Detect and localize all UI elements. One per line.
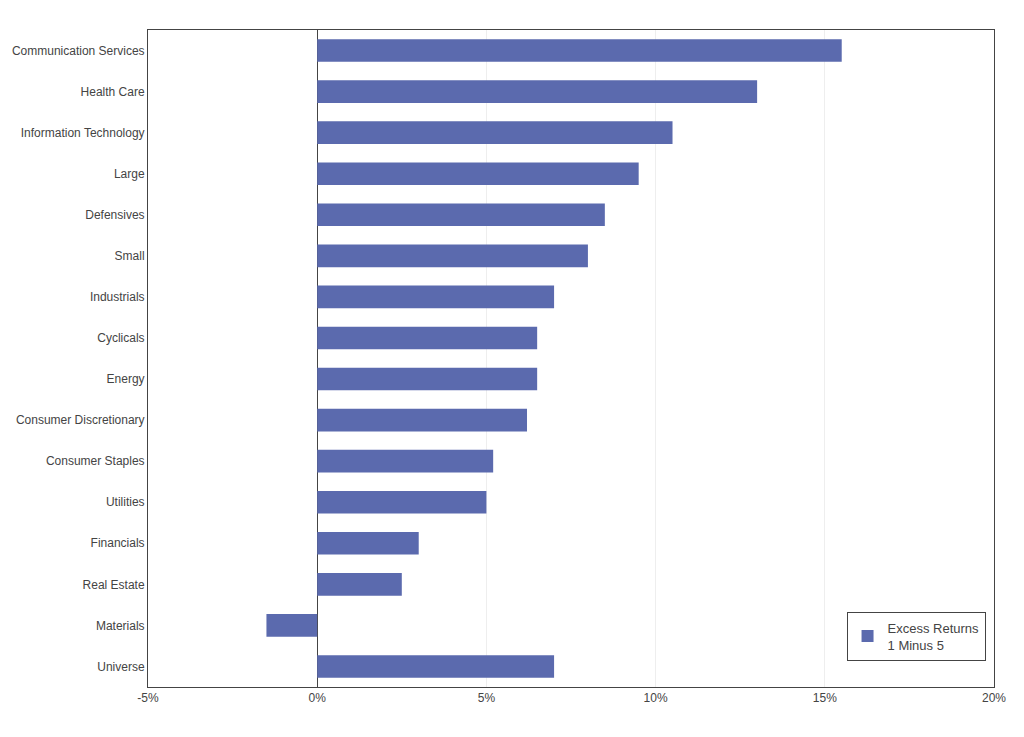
svg-text:Industrials: Industrials [90,290,145,304]
svg-text:Materials: Materials [96,619,145,633]
svg-text:Consumer Staples: Consumer Staples [46,454,145,468]
svg-text:15%: 15% [813,691,837,705]
svg-text:Small: Small [115,249,145,263]
svg-text:Consumer Discretionary: Consumer Discretionary [16,413,145,427]
svg-text:Large: Large [114,167,145,181]
svg-text:Defensives: Defensives [85,208,144,222]
svg-text:Information Technology: Information Technology [21,126,145,140]
svg-text:0%: 0% [309,691,327,705]
svg-text:Communication Services: Communication Services [12,44,145,58]
svg-text:Energy: Energy [107,372,145,386]
svg-text:Utilities: Utilities [106,495,145,509]
svg-text:Real Estate: Real Estate [83,578,145,592]
svg-text:Universe: Universe [97,660,145,674]
svg-text:20%: 20% [982,691,1006,705]
svg-text:Excess Returns1 Minus 5: Excess Returns1 Minus 5 [888,621,980,653]
svg-text:-5%: -5% [137,691,159,705]
svg-text:5%: 5% [478,691,496,705]
svg-text:Health Care: Health Care [81,85,145,99]
svg-text:10%: 10% [644,691,668,705]
svg-text:Financials: Financials [91,536,145,550]
svg-text:Cyclicals: Cyclicals [97,331,144,345]
